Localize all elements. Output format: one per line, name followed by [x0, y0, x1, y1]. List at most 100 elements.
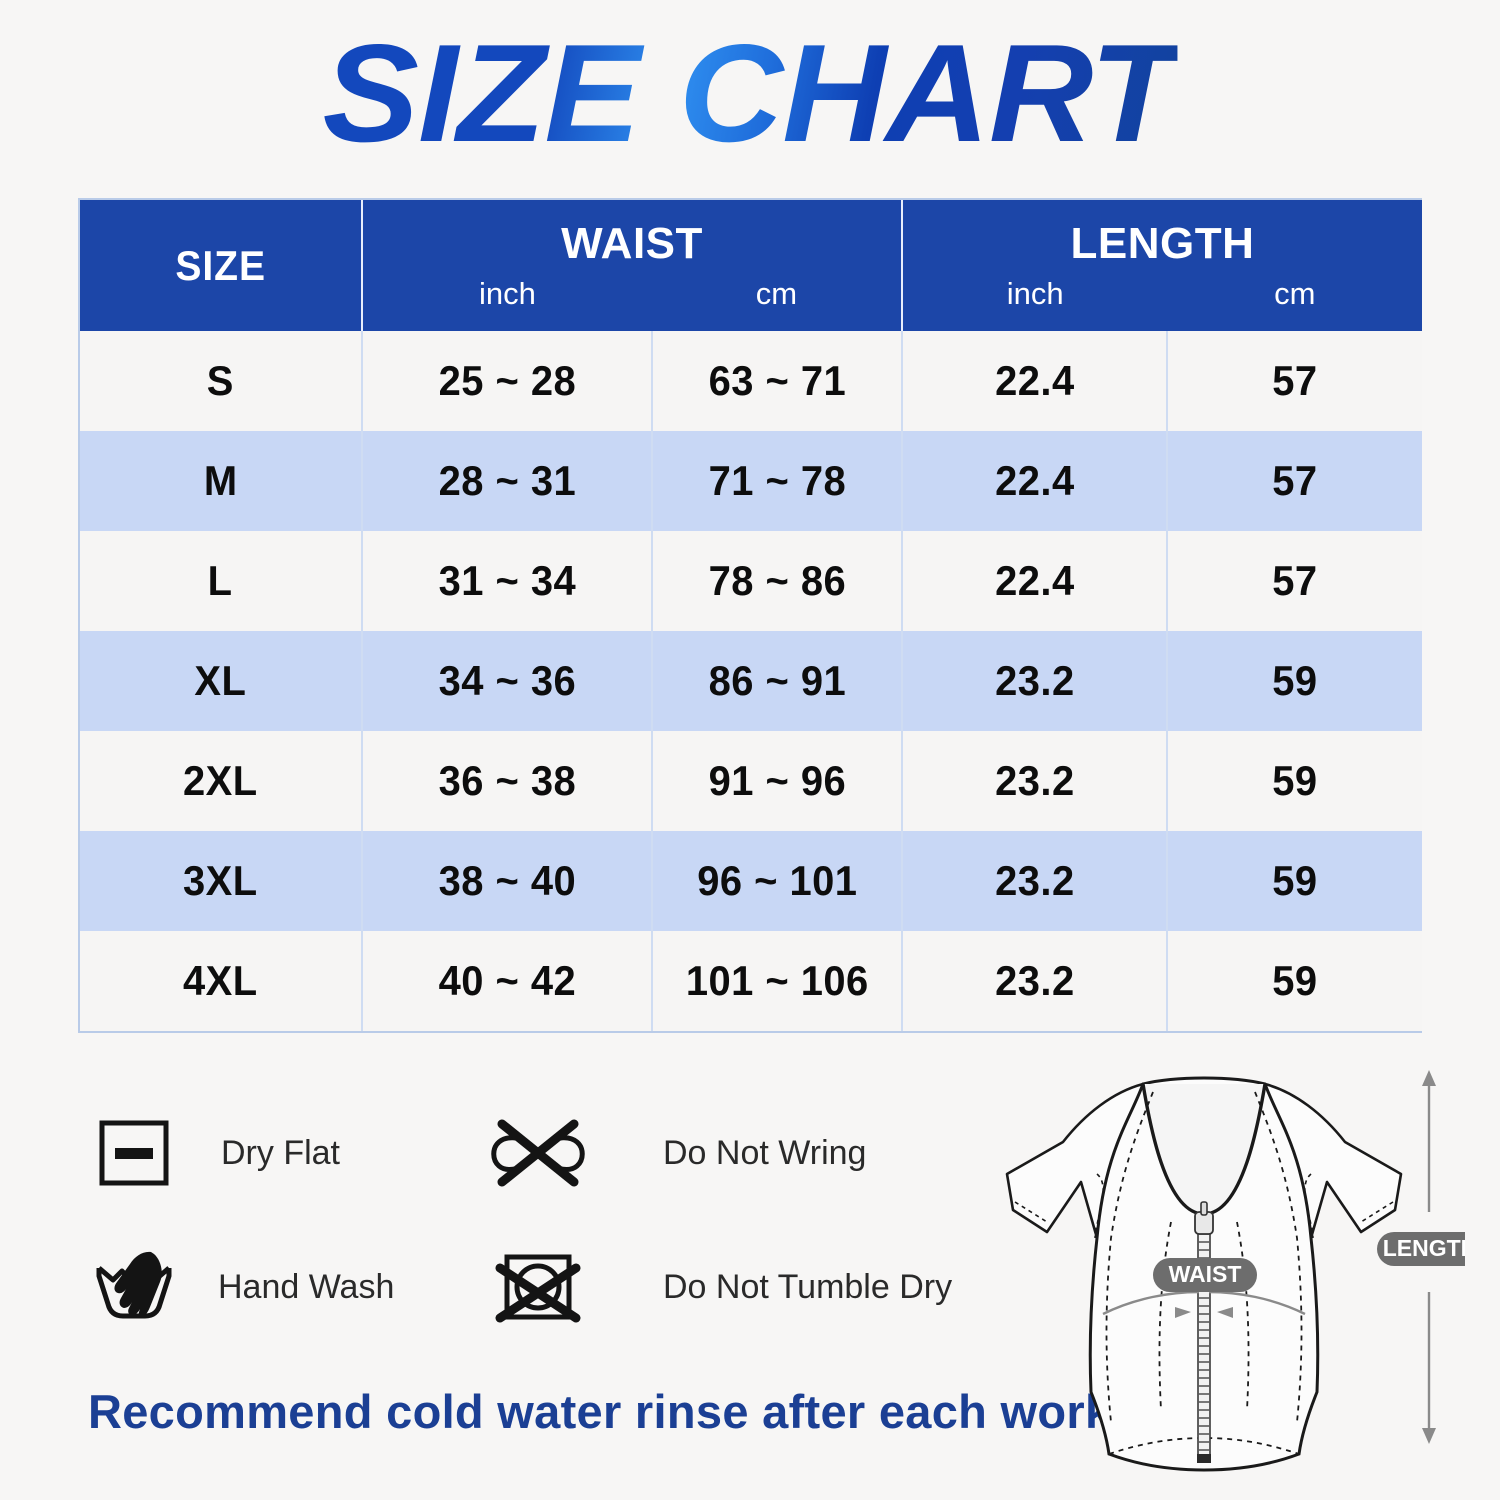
hand-wash-icon: [86, 1239, 182, 1335]
header-unit-length-cm: cm: [1274, 276, 1316, 311]
cell-waist-cm-value: 78 ~ 86: [708, 557, 846, 604]
cell-waist-cm-value: 71 ~ 78: [708, 457, 846, 504]
header-label-size: SIZE: [175, 241, 266, 289]
length-measure-arrow: [1422, 1070, 1436, 1444]
header-unit-waist-cm: cm: [755, 276, 798, 311]
care-item-do-not-wring: Do Not Wring: [490, 1105, 866, 1201]
cell-length-inch: 23.2: [902, 731, 1168, 831]
table-row: M 28 ~ 31 71 ~ 78 22.4 57: [80, 431, 1422, 531]
cell-waist-inch: 25 ~ 28: [362, 331, 653, 431]
cell-length-inch-value: 22.4: [994, 457, 1075, 504]
table-row: 2XL 36 ~ 38 91 ~ 96 23.2 59: [80, 731, 1422, 831]
cell-length-inch-value: 23.2: [994, 957, 1075, 1004]
page-title-container: SIZE CHART: [0, 14, 1500, 174]
cell-size: 3XL: [80, 831, 363, 931]
cell-size: S: [80, 331, 363, 431]
care-label-hand-wash: Hand Wash: [218, 1267, 395, 1306]
cell-length-inch-value: 22.4: [994, 557, 1075, 604]
cell-waist-inch-value: 31 ~ 34: [438, 557, 576, 604]
cell-size: M: [80, 431, 363, 531]
cell-waist-cm: 96 ~ 101: [652, 831, 903, 931]
cell-length-cm-value: 57: [1272, 357, 1318, 404]
cell-length-cm: 59: [1167, 631, 1422, 731]
header-unit-waist-inch: inch: [479, 276, 536, 311]
header-cell-length: LENGTH inch cm: [902, 200, 1422, 331]
cell-waist-cm-value: 91 ~ 96: [708, 757, 846, 804]
cell-size-value: S: [206, 357, 235, 404]
cell-length-inch-value: 23.2: [994, 757, 1075, 804]
header-label-waist: WAIST: [561, 219, 703, 268]
table-row: 4XL 40 ~ 42 101 ~ 106 23.2 59: [80, 931, 1422, 1031]
header-label-length: LENGTH: [1070, 219, 1255, 268]
cell-length-cm: 57: [1167, 331, 1422, 431]
cell-waist-inch: 36 ~ 38: [362, 731, 653, 831]
header-cell-size: SIZE: [80, 200, 363, 331]
cell-length-cm-value: 59: [1272, 757, 1318, 804]
table-row: L 31 ~ 34 78 ~ 86 22.4 57: [80, 531, 1422, 631]
cell-waist-inch: 38 ~ 40: [362, 831, 653, 931]
cell-size: 2XL: [80, 731, 363, 831]
care-label-dry-flat: Dry Flat: [221, 1133, 340, 1172]
garment-illustration: WAIST LENGTH: [985, 1062, 1465, 1500]
cell-length-inch: 23.2: [902, 631, 1168, 731]
cell-size-value: 2XL: [183, 757, 258, 804]
dry-flat-icon: [86, 1105, 182, 1201]
cell-size: L: [80, 531, 363, 631]
cell-size-value: XL: [194, 657, 247, 704]
waist-badge-label: WAIST: [1169, 1261, 1242, 1287]
care-instructions: Dry Flat Do Not Wring Hand Wash: [86, 1105, 986, 1355]
cell-length-cm: 57: [1167, 431, 1422, 531]
cell-length-inch: 22.4: [902, 431, 1168, 531]
cell-length-cm: 59: [1167, 931, 1422, 1031]
cell-length-cm-value: 59: [1272, 957, 1318, 1004]
size-chart-table: SIZE WAIST inch cm LENGTH: [80, 200, 1422, 1031]
cell-waist-inch-value: 38 ~ 40: [438, 857, 576, 904]
cell-waist-inch-value: 40 ~ 42: [438, 957, 576, 1004]
cell-waist-cm: 86 ~ 91: [652, 631, 903, 731]
table-body: S 25 ~ 28 63 ~ 71 22.4 57 M 28 ~ 31 71 ~ 78 22.4…: [80, 331, 1422, 1031]
cell-size-value: 3XL: [183, 857, 258, 904]
table-row: 3XL 38 ~ 40 96 ~ 101 23.2 59: [80, 831, 1422, 931]
cell-waist-cm: 78 ~ 86: [652, 531, 903, 631]
care-item-dry-flat: Dry Flat: [86, 1105, 340, 1201]
cell-length-inch: 23.2: [902, 831, 1168, 931]
cell-length-inch-value: 23.2: [994, 857, 1075, 904]
recommendation-text: Recommend cold water rinse after each wo…: [88, 1385, 1199, 1438]
cell-length-cm-value: 57: [1272, 457, 1318, 504]
cell-size-value: M: [203, 457, 238, 504]
waist-badge: WAIST: [1153, 1258, 1257, 1292]
cell-waist-inch-value: 36 ~ 38: [438, 757, 576, 804]
cell-waist-inch-value: 34 ~ 36: [438, 657, 576, 704]
table-row: XL 34 ~ 36 86 ~ 91 23.2 59: [80, 631, 1422, 731]
care-label-do-not-wring: Do Not Wring: [663, 1133, 867, 1172]
cell-waist-inch: 28 ~ 31: [362, 431, 653, 531]
cell-length-cm: 59: [1167, 831, 1422, 931]
cell-waist-cm: 63 ~ 71: [652, 331, 903, 431]
cell-length-inch: 23.2: [902, 931, 1168, 1031]
cell-length-inch: 22.4: [902, 331, 1168, 431]
cell-length-cm: 59: [1167, 731, 1422, 831]
cell-length-cm-value: 59: [1272, 657, 1318, 704]
length-badge-label: LENGTH: [1383, 1235, 1465, 1261]
cell-waist-cm-value: 63 ~ 71: [708, 357, 846, 404]
do-not-tumble-dry-icon: [490, 1239, 586, 1335]
cell-waist-cm: 101 ~ 106: [652, 931, 903, 1031]
cell-waist-inch: 34 ~ 36: [362, 631, 653, 731]
table-row: S 25 ~ 28 63 ~ 71 22.4 57: [80, 331, 1422, 431]
cell-waist-inch: 31 ~ 34: [362, 531, 653, 631]
table-header-row: SIZE WAIST inch cm LENGTH: [80, 200, 1422, 331]
zipper: [1194, 1201, 1214, 1463]
cell-waist-inch-value: 25 ~ 28: [438, 357, 576, 404]
cell-length-cm: 57: [1167, 531, 1422, 631]
page-title: SIZE CHART: [323, 14, 1178, 174]
cell-waist-cm: 71 ~ 78: [652, 431, 903, 531]
care-item-hand-wash: Hand Wash: [86, 1239, 394, 1335]
cell-size: 4XL: [80, 931, 363, 1031]
cell-waist-inch-value: 28 ~ 31: [438, 457, 576, 504]
cell-size-value: L: [208, 557, 233, 604]
cell-waist-cm: 91 ~ 96: [652, 731, 903, 831]
care-item-do-not-tumble-dry: Do Not Tumble Dry: [490, 1239, 952, 1335]
header-unit-length-inch: inch: [1006, 276, 1064, 311]
waist-measure-arrows: [1102, 1290, 1306, 1318]
cell-waist-cm-value: 86 ~ 91: [708, 657, 846, 704]
